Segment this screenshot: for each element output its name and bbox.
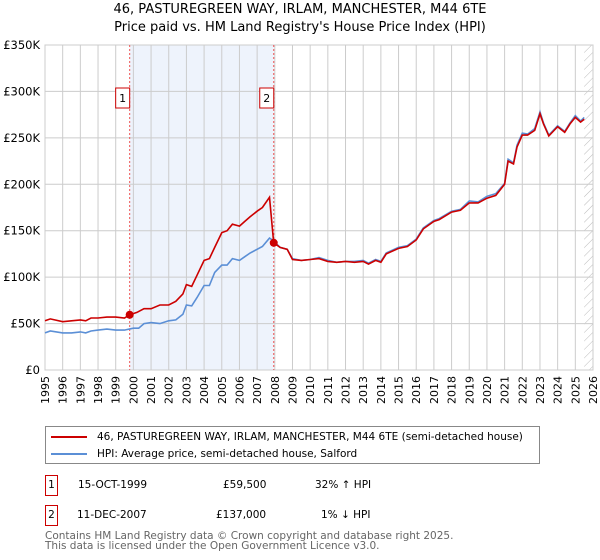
plot-frame xyxy=(44,44,594,371)
x-tick-label: 2023 xyxy=(534,376,547,404)
transaction-price: £59,500 xyxy=(223,479,267,491)
x-tick-label: 2017 xyxy=(428,376,441,404)
x-tick-label: 1995 xyxy=(39,376,52,404)
sale-badge xyxy=(115,87,131,109)
legend-item-hpi: HPI: Average price, semi-detached house,… xyxy=(46,446,357,462)
sale-badge xyxy=(259,87,275,109)
price-chart: 1995 1996 1997 1998 1999 2000 2001 2002 2003 2004… xyxy=(3,38,600,404)
sale-period-shading xyxy=(129,45,274,370)
x-tick-label: 2000 xyxy=(127,376,140,404)
x-tick-label: 2003 xyxy=(180,376,193,404)
x-tick-label: 2021 xyxy=(499,376,512,404)
x-tick-label: 2009 xyxy=(286,376,299,404)
transaction-date: 11-DEC-2007 xyxy=(77,509,147,521)
legend: 46, PASTUREGREEN WAY, IRLAM, MANCHESTER,… xyxy=(45,426,540,464)
x-tick-label: 2002 xyxy=(163,376,176,404)
x-tick-label: 2010 xyxy=(304,376,317,404)
legend-swatch-red xyxy=(51,436,87,438)
x-tick-label: 2022 xyxy=(516,376,529,404)
transaction-hpi: 1% ↓ HPI xyxy=(321,509,371,521)
footer: Contains HM Land Registry data © Crown c… xyxy=(45,530,454,552)
x-tick-label: 2012 xyxy=(340,376,353,404)
x-tick-label: 2024 xyxy=(552,376,565,404)
y-tick-label: £200K xyxy=(3,177,40,191)
transaction-hpi: 32% ↑ HPI xyxy=(315,479,372,491)
transaction-row: 2 11-DEC-2007 £137,000 1% ↓ HPI xyxy=(45,505,445,526)
x-tick-label: 2018 xyxy=(446,376,459,404)
transaction-price: £137,000 xyxy=(216,509,267,521)
transaction-badge: 1 xyxy=(45,475,58,496)
y-tick-label: £300K xyxy=(3,84,40,98)
x-tick-label: 2020 xyxy=(481,376,494,404)
transaction-row: 1 15-OCT-1999 £59,500 32% ↑ HPI xyxy=(45,475,445,496)
x-tick-label: 1997 xyxy=(74,376,87,404)
chart-subtitle: Price paid vs. HM Land Registry's House … xyxy=(114,20,486,35)
legend-item-property: 46, PASTUREGREEN WAY, IRLAM, MANCHESTER,… xyxy=(46,429,523,445)
x-tick-label: 2007 xyxy=(251,376,264,404)
x-tick-label: 2005 xyxy=(216,376,229,404)
x-tick-label: 2015 xyxy=(393,376,406,404)
y-tick-label: £50K xyxy=(11,317,41,331)
x-tick-label: 2004 xyxy=(198,376,211,404)
property-price-line xyxy=(44,111,585,323)
legend-swatch-blue xyxy=(51,453,87,455)
y-tick-label: £100K xyxy=(3,270,40,284)
x-tick-label: 1999 xyxy=(110,376,123,404)
transaction-date: 15-OCT-1999 xyxy=(78,479,147,491)
chart-title: 46, PASTUREGREEN WAY, IRLAM, MANCHESTER,… xyxy=(113,2,487,17)
forecast-hatch xyxy=(584,45,593,370)
y-tick-label: £150K xyxy=(3,224,40,238)
x-tick-label: 1998 xyxy=(92,376,105,404)
transaction-badge: 2 xyxy=(45,505,58,526)
x-tick-label: 2026 xyxy=(587,376,600,404)
y-tick-label: £0 xyxy=(25,363,40,377)
legend-label: HPI: Average price, semi-detached house,… xyxy=(97,448,358,460)
x-tick-label: 2006 xyxy=(233,376,246,404)
x-tick-label: 2019 xyxy=(463,376,476,404)
x-tick-label: 2014 xyxy=(375,376,388,404)
footer-line: Contains HM Land Registry data © Crown c… xyxy=(45,530,454,542)
x-tick-label: 2001 xyxy=(145,376,158,404)
x-tick-label: 1996 xyxy=(57,376,70,404)
x-tick-label: 2016 xyxy=(410,376,423,404)
footer-line: This data is licensed under the Open Gov… xyxy=(45,540,380,552)
x-tick-label: 2025 xyxy=(569,376,582,404)
x-tick-label: 2011 xyxy=(322,376,335,404)
sale-badge-label: 1 xyxy=(119,92,126,105)
legend-label: 46, PASTUREGREEN WAY, IRLAM, MANCHESTER,… xyxy=(97,431,523,443)
x-tick-label: 2013 xyxy=(357,376,370,404)
sale-point xyxy=(269,238,278,247)
hpi-line xyxy=(44,109,585,334)
sale-badge-label: 2 xyxy=(263,92,270,105)
x-tick-label: 2008 xyxy=(269,376,282,404)
y-tick-label: £350K xyxy=(3,38,40,52)
y-tick-label: £250K xyxy=(3,131,40,145)
sale-point xyxy=(125,310,134,319)
